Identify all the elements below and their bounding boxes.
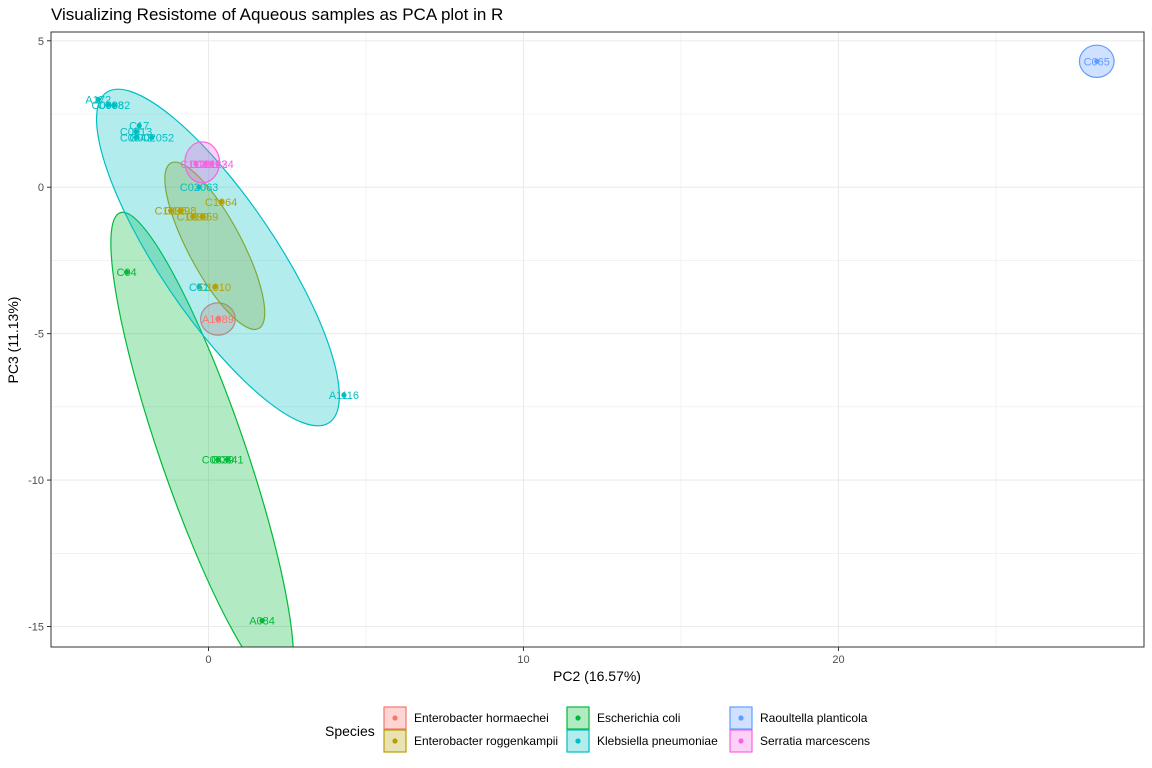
x-tick-label: 20 <box>832 654 844 666</box>
point-c0841 <box>224 456 230 463</box>
legend-key-point <box>738 738 744 744</box>
point-label-c1099: C1099 <box>177 212 209 224</box>
legend-item-raoultella-planticola: Raoultella planticola <box>729 706 868 730</box>
legend-key-point <box>738 715 744 721</box>
point-a084 <box>259 618 265 624</box>
legend-item-klebsiella-pneumoniae: Klebsiella pneumoniae <box>566 729 718 753</box>
ellipse-klebsiella-pneumoniae <box>95 88 340 427</box>
point-c002052 <box>149 134 155 141</box>
point-label-c1096: C1096 <box>154 206 186 218</box>
point-a1116 <box>341 392 347 398</box>
legend-label: Enterobacter hormaechei <box>414 711 549 725</box>
point-label-c0088: C0088 <box>91 100 123 112</box>
point-label-a172: A172 <box>85 94 111 106</box>
point-label-c0013: C0013 <box>120 127 152 139</box>
y-tick-label: 5 <box>38 36 44 48</box>
point-c1099 <box>190 213 196 220</box>
point-c1059 <box>199 213 205 220</box>
x-axis-ticks: 0 10 20 <box>205 647 845 666</box>
point-label-c1059: C1059 <box>186 212 218 224</box>
legend: Species Enterobacter hormaechei Enterobac… <box>325 706 870 753</box>
legend-item-enterobacter-roggenkampii: Enterobacter roggenkampii <box>383 729 558 753</box>
point-label-c1124: C1124 <box>202 159 234 171</box>
y-tick-label: 0 <box>38 182 44 194</box>
point-label-c0839: C0839 <box>202 455 234 467</box>
point-label-c1122: C1122 <box>190 159 222 171</box>
legend-key-point <box>392 738 398 744</box>
chart-title: Visualizing Resistome of Aqueous samples… <box>51 5 503 24</box>
x-tick-label: 0 <box>205 654 211 666</box>
x-axis-title: PC2 (16.57%) <box>553 668 641 684</box>
point-c0839 <box>215 456 221 463</box>
point-label-c04: C04 <box>117 267 137 279</box>
legend-label: Escherichia coli <box>597 711 680 725</box>
point-c51 <box>196 284 202 290</box>
plot-border <box>50 31 1145 648</box>
point-label-a084: A084 <box>249 616 275 628</box>
legend-label: Klebsiella pneumoniae <box>597 734 718 748</box>
legend-label: Raoultella planticola <box>760 711 868 725</box>
legend-item-serratia-marcescens: Serratia marcescens <box>729 729 870 753</box>
point-c04 <box>123 269 130 275</box>
legend-label: Serratia marcescens <box>760 734 870 748</box>
point-label-c1098: C1098 <box>164 206 196 218</box>
point-label-a1116: A1116 <box>329 390 359 402</box>
point-label-c02063: C02063 <box>180 182 219 194</box>
point-label-c1123: C1123 <box>196 159 228 171</box>
point-label-c0043: C0043 <box>120 132 152 144</box>
point-c0013 <box>133 128 139 135</box>
grid-lines <box>50 32 1144 647</box>
point-c1010 <box>212 284 218 290</box>
point-c17 <box>136 123 142 129</box>
ellipse-escherichia-coli <box>110 211 295 647</box>
point-c02063 <box>196 184 202 190</box>
point-label-c065: C065 <box>1084 56 1110 68</box>
point-a172 <box>95 96 101 102</box>
y-tick-label: -10 <box>28 475 44 487</box>
point-c0043 <box>133 134 139 141</box>
point-c1096 <box>168 208 174 214</box>
point-c1122 <box>202 161 208 167</box>
legend-key-point <box>392 715 398 721</box>
point-c1098 <box>177 208 183 214</box>
point-label-a1089: A1089 <box>202 314 234 326</box>
point-c0082 <box>111 102 117 108</box>
point-label-c51: C51 <box>189 282 209 294</box>
legend-label: Enterobacter roggenkampii <box>414 734 558 748</box>
y-tick-label: -15 <box>28 622 44 634</box>
point-label-c002052: C002052 <box>129 132 174 144</box>
data-points <box>95 58 1100 624</box>
legend-title: Species <box>325 723 375 739</box>
y-axis-ticks: 5 0 -5 -10 -15 <box>28 36 51 634</box>
point-c1121 <box>193 161 199 167</box>
ellipse-enterobacter-roggenkampii <box>164 161 266 331</box>
y-tick-label: -5 <box>34 329 44 341</box>
point-label-c0082: C0082 <box>98 100 130 112</box>
point-label-c1064: C1064 <box>205 197 237 209</box>
point-label-c1121: C1121 <box>180 159 212 171</box>
point-c1064 <box>218 199 224 205</box>
point-label-c17: C17 <box>129 121 149 133</box>
point-c1124 <box>215 161 221 167</box>
point-c0088 <box>105 102 111 108</box>
y-axis-title: PC3 (11.13%) <box>5 297 21 384</box>
point-c065 <box>1094 58 1100 64</box>
point-a1089 <box>215 316 221 322</box>
point-c1123 <box>209 161 215 167</box>
x-tick-label: 10 <box>517 654 529 666</box>
point-label-c0841: C0841 <box>211 455 243 467</box>
legend-key-point <box>575 738 581 744</box>
point-label-c1010: C1010 <box>199 282 231 294</box>
legend-key-point <box>575 715 581 721</box>
legend-item-escherichia-coli: Escherichia coli <box>566 706 680 730</box>
plot-panel <box>51 32 1144 647</box>
legend-item-enterobacter-hormaechei: Enterobacter hormaechei <box>383 706 549 730</box>
